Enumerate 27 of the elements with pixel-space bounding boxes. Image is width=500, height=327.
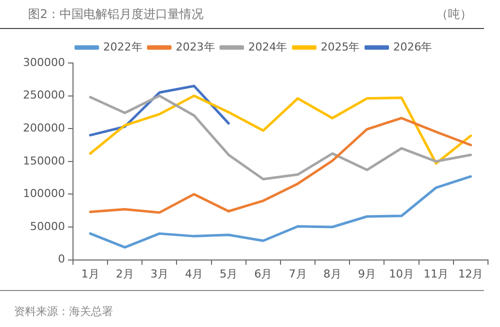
- x-tick-label: 2月: [116, 267, 134, 280]
- y-tick-label: 200000: [22, 121, 65, 134]
- chart-title: 图2：中国电解铝月度进口量情况: [28, 6, 204, 23]
- x-tick-label: 11月: [424, 267, 449, 280]
- x-tick-label: 3月: [150, 267, 168, 280]
- y-tick-label: 150000: [22, 154, 65, 168]
- legend-label: 2026年: [393, 40, 432, 54]
- x-tick-label: 9月: [358, 267, 376, 280]
- x-tick-label: 12月: [458, 267, 484, 280]
- text: 资料来源：海关总署: [14, 304, 113, 319]
- y-tick-label: 50000: [30, 220, 65, 233]
- y-tick-label: 0: [58, 252, 65, 266]
- x-tick-label: 8月: [323, 267, 342, 280]
- x-tick-label: 6月: [254, 267, 272, 280]
- y-tick-label: 250000: [22, 88, 65, 102]
- x-tick-label: 1月: [81, 267, 100, 280]
- y-tick-label: 300000: [22, 56, 65, 69]
- x-tick-label: 4月: [185, 267, 204, 280]
- legend-label: 2024年: [248, 40, 288, 54]
- y-axis-title: （吨）: [436, 6, 472, 23]
- legend-label: 2022年: [103, 40, 142, 54]
- legend-label: 2023年: [176, 40, 215, 54]
- x-tick-label: 10月: [389, 267, 414, 280]
- legend-label: 2025年: [320, 40, 360, 54]
- y-tick-label: 100000: [22, 187, 65, 200]
- x-tick-label: 7月: [288, 267, 307, 280]
- x-tick-label: 5月: [220, 267, 238, 280]
